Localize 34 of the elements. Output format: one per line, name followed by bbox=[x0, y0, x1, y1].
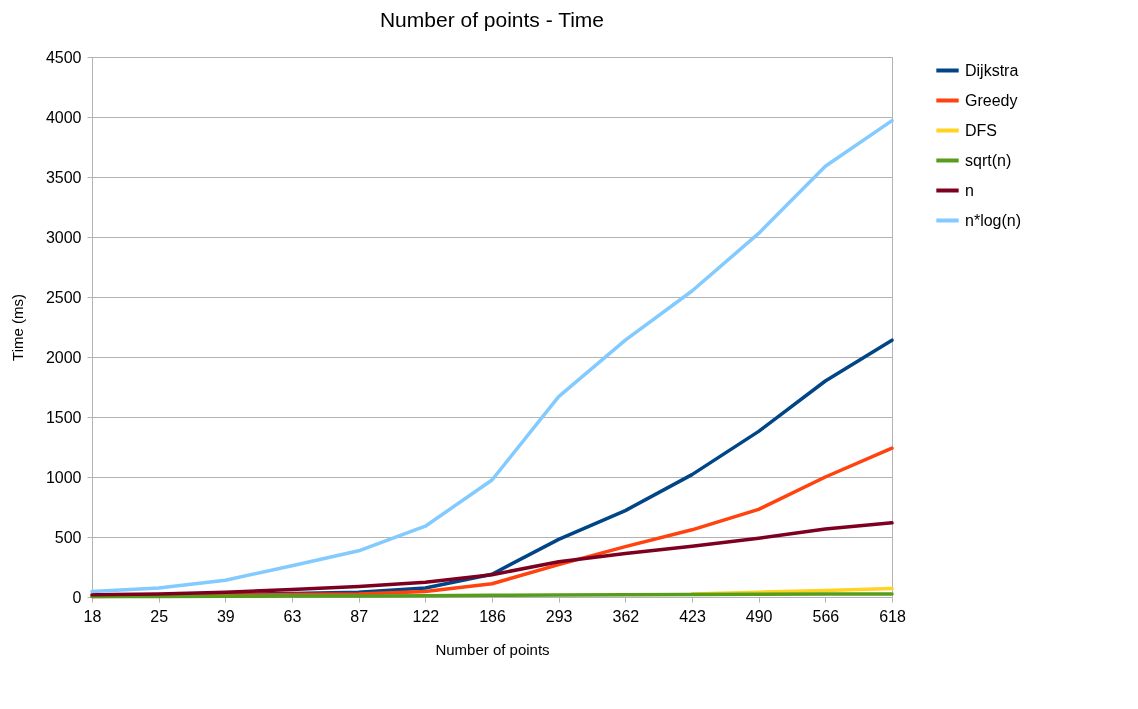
legend-label: sqrt(n) bbox=[965, 151, 1012, 169]
x-tick-label: 423 bbox=[679, 607, 706, 625]
y-tick-label: 500 bbox=[54, 528, 82, 546]
x-tick-label: 490 bbox=[745, 607, 773, 625]
x-tick-label: 87 bbox=[350, 607, 369, 625]
x-tick-label: 39 bbox=[216, 607, 235, 625]
y-tick-label: 4000 bbox=[45, 108, 82, 126]
y-tick-label: 2500 bbox=[45, 288, 82, 306]
line-series bbox=[90, 521, 894, 597]
y-tick-label: 1500 bbox=[45, 408, 82, 426]
x-tick-label: 63 bbox=[283, 607, 302, 625]
chart-title: Number of points - Time bbox=[379, 8, 605, 31]
x-tick-label: 566 bbox=[812, 607, 840, 625]
legend-label: Dijkstra bbox=[965, 61, 1019, 79]
x-tick-label: 618 bbox=[879, 607, 906, 625]
legend-label: Greedy bbox=[965, 91, 1018, 109]
legend-label: DFS bbox=[965, 121, 997, 139]
y-tick-label: 0 bbox=[72, 588, 82, 606]
y-tick-label: 2000 bbox=[45, 348, 82, 366]
x-axis-title: Number of points bbox=[435, 640, 550, 658]
y-tick-label: 4500 bbox=[45, 48, 82, 66]
legend-label: n*log(n) bbox=[965, 211, 1022, 229]
legend-label: n bbox=[965, 181, 974, 199]
line-series bbox=[90, 118, 894, 594]
x-tick-label: 362 bbox=[612, 607, 640, 625]
x-tick-label: 25 bbox=[150, 607, 169, 625]
y-tick-label: 3000 bbox=[45, 228, 82, 246]
x-tick-label: 18 bbox=[83, 607, 102, 625]
x-tick-label: 122 bbox=[412, 607, 440, 625]
y-tick-label: 1000 bbox=[45, 468, 82, 486]
y-tick-label: 3500 bbox=[45, 168, 82, 186]
y-axis-title: Time (ms) bbox=[8, 294, 26, 361]
x-tick-label: 186 bbox=[479, 607, 506, 625]
x-tick-label: 293 bbox=[545, 607, 573, 625]
